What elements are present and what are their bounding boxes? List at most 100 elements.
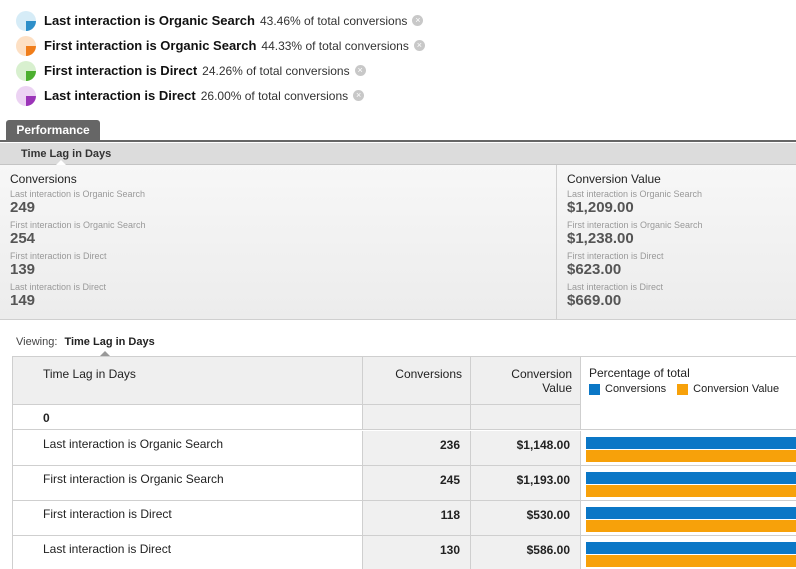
row-value: $1,193.00 — [516, 473, 570, 487]
group-cell: 0 — [13, 405, 363, 429]
row-conversions-cell: 245 — [363, 466, 471, 500]
summary-conversion-value: Conversion Value Last interaction is Org… — [558, 165, 796, 320]
bar-conversions — [586, 542, 796, 554]
remove-segment-icon[interactable]: × — [413, 40, 425, 51]
segment-pie-icon — [16, 85, 36, 106]
summary-value: 139 — [10, 261, 36, 278]
segment-item: Last interaction is Direct 26.00% of tot… — [16, 83, 425, 108]
bar-conversion-value — [586, 485, 796, 497]
summary-item: First interaction is Direct 139 — [10, 251, 107, 278]
legend-item: Conversions — [589, 383, 666, 395]
summary-item: First interaction is Organic Search 254 — [10, 220, 146, 247]
summary-value: 149 — [10, 292, 36, 309]
summary-value: $1,209.00 — [567, 199, 634, 216]
segment-item: First interaction is Direct 24.26% of to… — [16, 58, 425, 83]
viewing-selector: Viewing: Time Lag in Days — [16, 336, 155, 348]
segment-percent: 44.33% of total conversions — [261, 38, 409, 53]
column-header-conversions[interactable]: Conversions — [363, 357, 471, 405]
legend-swatch-conversion-value — [677, 383, 689, 395]
segment-name: Last interaction is Direct — [44, 88, 196, 103]
summary-label: Last interaction is Direct — [10, 282, 107, 292]
row-value-cell: $1,148.00 — [471, 431, 581, 465]
segment-pie-icon — [16, 10, 36, 31]
remove-segment-icon[interactable]: × — [354, 65, 366, 76]
segment-name: First interaction is Organic Search — [44, 38, 257, 53]
row-conversions: 130 — [439, 543, 460, 557]
row-name-cell: First interaction is Organic Search — [13, 466, 363, 500]
summary-value: 254 — [10, 230, 36, 247]
summary-item: Last interaction is Direct $669.00 — [567, 282, 663, 309]
summary-value: 249 — [10, 199, 36, 216]
summary-value: $1,238.00 — [567, 230, 634, 247]
caret-icon — [100, 351, 110, 356]
column-header-conversion-value[interactable]: Conversion Value — [471, 357, 581, 405]
row-percentage-cell — [581, 536, 796, 569]
remove-segment-icon[interactable]: × — [353, 90, 365, 101]
legend-label: Conversions — [605, 383, 667, 395]
segment-list: Last interaction is Organic Search 43.46… — [16, 8, 425, 108]
segment-item: Last interaction is Organic Search 43.46… — [16, 8, 425, 33]
column-header-percentage: Percentage of total Conversions Conversi… — [581, 357, 796, 405]
summary-item: First interaction is Organic Search $1,2… — [567, 220, 703, 247]
header-line: Conversion — [511, 367, 572, 381]
table-row: First interaction is Organic Search 245 $1… — [13, 466, 796, 501]
bar-conversions — [586, 507, 796, 519]
legend-item: Conversion Value — [677, 383, 779, 395]
summary-item: Last interaction is Organic Search $1,20… — [567, 189, 702, 216]
row-percentage-cell — [581, 431, 796, 465]
row-name-cell: First interaction is Direct — [13, 501, 363, 535]
subheader-label[interactable]: Time Lag in Days — [21, 148, 112, 160]
row-name-cell: Last interaction is Organic Search — [13, 431, 363, 465]
segment-pie-icon — [16, 35, 36, 56]
dimension-subheader: Time Lag in Days — [0, 143, 796, 165]
row-value-cell: $530.00 — [471, 501, 581, 535]
segment-name: Last interaction is Organic Search — [44, 13, 255, 28]
summary-value: $669.00 — [567, 292, 622, 309]
segment-name: First interaction is Direct — [44, 63, 198, 78]
row-value-cell: $586.00 — [471, 536, 581, 569]
viewing-prefix: Viewing: — [16, 336, 58, 348]
row-name: Last interaction is Direct — [43, 542, 172, 556]
segment-percent: 24.26% of total conversions — [202, 63, 350, 78]
segment-percent: 43.46% of total conversions — [259, 13, 408, 28]
summary-item: Last interaction is Direct 149 — [10, 282, 106, 309]
table-row: Last interaction is Direct 130 $586.00 — [13, 536, 796, 569]
row-conversions-cell: 130 — [363, 536, 471, 569]
row-name-cell: Last interaction is Direct — [13, 536, 363, 569]
remove-segment-icon[interactable]: × — [412, 15, 424, 26]
summary-label: Last interaction is Organic Search — [567, 189, 703, 199]
row-value-cell: $1,193.00 — [471, 466, 581, 500]
table-header: Time Lag in Days Conversions Conversion … — [13, 357, 796, 405]
tab-bar: Performance — [0, 120, 796, 142]
row-name: First interaction is Organic Search — [43, 472, 224, 486]
empty-cell — [363, 405, 471, 429]
table-group-row: 0 — [13, 405, 796, 430]
row-value: $1,148.00 — [516, 438, 570, 452]
row-conversions: 245 — [439, 473, 460, 487]
row-conversions-cell: 236 — [363, 431, 471, 465]
bar-conversions — [586, 437, 796, 449]
row-conversions: 118 — [440, 508, 460, 522]
bar-conversion-value — [586, 450, 796, 462]
bar-conversion-value — [586, 520, 796, 532]
legend-label: Conversion Value — [693, 383, 780, 395]
table-row: Last interaction is Organic Search 236 $1,… — [13, 431, 796, 466]
segment-percent: 26.00% of total conversions — [200, 88, 349, 103]
segment-pie-icon — [16, 60, 36, 81]
viewing-dimension[interactable]: Time Lag in Days — [64, 336, 155, 348]
column-header-dimension[interactable]: Time Lag in Days — [13, 357, 363, 405]
segment-item: First interaction is Organic Search 44.3… — [16, 33, 425, 58]
summary-title: Conversions — [10, 172, 77, 186]
legend-swatch-conversions — [589, 383, 600, 395]
header-line: Value — [542, 381, 572, 395]
percentage-legend: Conversions Conversion Value — [589, 383, 789, 395]
group-label: 0 — [43, 411, 50, 425]
summary-item: First interaction is Direct $623.00 — [567, 251, 664, 278]
summary-label: Last interaction is Organic Search — [10, 189, 146, 199]
tab-performance[interactable]: Performance — [6, 120, 100, 142]
table-row: First interaction is Direct 118 $530.00 — [13, 501, 796, 536]
row-name: Last interaction is Organic Search — [43, 437, 224, 451]
data-table: Time Lag in Days Conversions Conversion … — [12, 356, 796, 569]
row-percentage-cell — [581, 501, 796, 535]
summary-label: First interaction is Organic Search — [10, 220, 146, 230]
